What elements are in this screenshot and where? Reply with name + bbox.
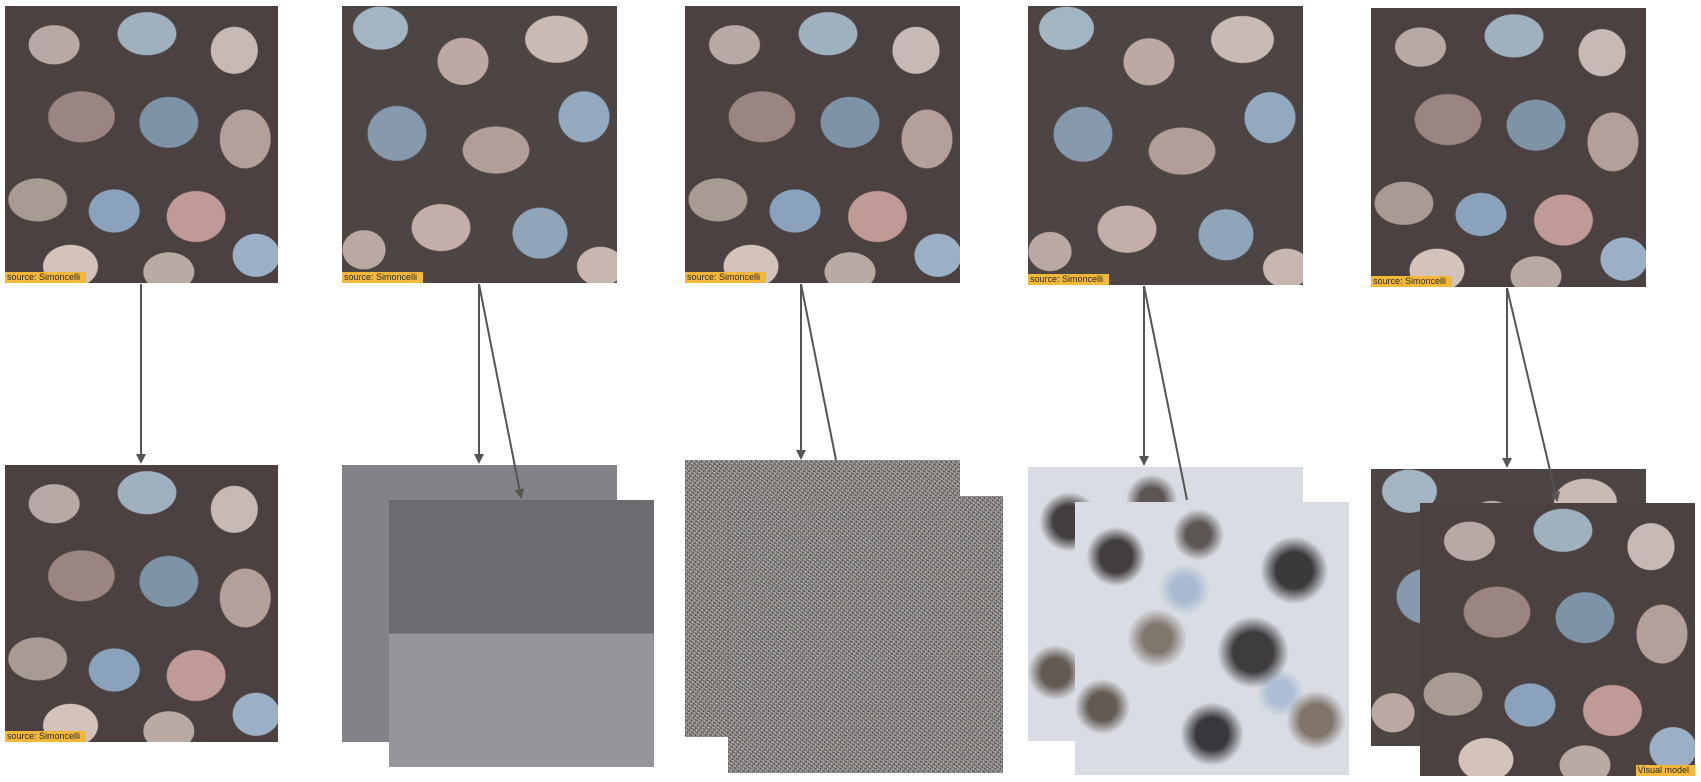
arrow xyxy=(1143,285,1188,501)
source-caption: source: Simoncelli xyxy=(342,272,424,283)
input-texture-3: source: Simoncelli xyxy=(685,6,960,283)
input-texture-1: source: Simoncelli xyxy=(5,6,278,283)
noise-front-panel xyxy=(728,496,1003,773)
arrow xyxy=(478,283,525,499)
input-texture-2: source: Simoncelli xyxy=(342,6,617,283)
output-caption: Visual model xyxy=(1635,765,1695,776)
source-caption: source: Simoncelli xyxy=(685,272,767,283)
mean-color-front-panel xyxy=(389,500,654,767)
arrow xyxy=(1506,287,1561,502)
input-texture-5: source: Simoncelli xyxy=(1371,8,1646,287)
input-texture-4: source: Simoncelli xyxy=(1028,6,1303,285)
cloud-front-panel xyxy=(1075,502,1349,775)
source-caption: source: Simoncelli xyxy=(1371,276,1453,287)
source-caption: source: Simoncelli xyxy=(5,272,87,283)
arrow xyxy=(800,283,837,461)
source-caption: source: Simoncelli xyxy=(1028,274,1110,285)
source-caption: source: Simoncelli xyxy=(5,731,87,742)
output-texture-1: source: Simoncelli xyxy=(5,465,278,742)
synth-front-panel: Visual model xyxy=(1420,503,1695,776)
